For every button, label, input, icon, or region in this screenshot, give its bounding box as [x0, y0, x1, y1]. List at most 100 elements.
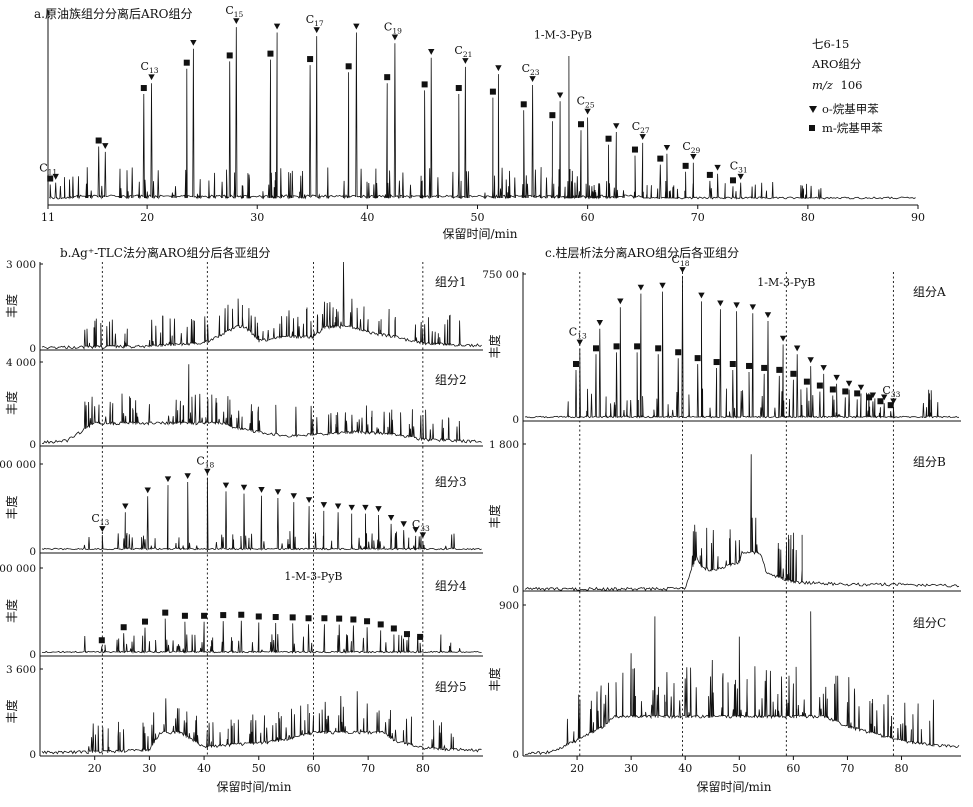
panel-a-trace	[49, 27, 916, 200]
panel-b-subpanel-name: 组分5	[435, 680, 467, 694]
panel-a-x-tick-label: 20	[140, 211, 154, 224]
panel-c-o-marker	[793, 345, 801, 352]
panel-b-carbon-label: C13	[91, 512, 109, 527]
panel-b-zero-label: 0	[29, 546, 36, 558]
panel-b-trace	[41, 477, 482, 552]
panel-c-zero-label: 0	[512, 749, 519, 761]
panel-b-x-tick-label: 60	[306, 762, 320, 775]
panel-b-m-marker	[403, 631, 410, 638]
panel-b-o-marker	[400, 521, 407, 528]
panel-b-x-tick-label: 30	[142, 762, 156, 775]
panel-c-m-marker	[854, 390, 861, 397]
panel-c-o-marker	[820, 365, 827, 371]
panel-b-m-marker	[255, 613, 262, 620]
panel-a-o-marker	[495, 65, 502, 72]
panel-a-m-marker	[631, 146, 638, 153]
panel-b-o-marker	[320, 502, 328, 508]
panel-a-o-marker	[613, 123, 620, 130]
panel-b-subpanel-name: 组分1	[435, 275, 467, 289]
plots-layer: 11 20 30 40 50 60 70 80 90 C11 C13 C15 C17 C19 C21 C23 1…	[0, 4, 961, 775]
panel-a-carbon-label: C31	[730, 160, 748, 175]
panel-a-o-marker	[190, 39, 197, 46]
panel-b-ymax-label: 500 000	[0, 563, 36, 575]
panel-a-m-marker	[95, 137, 102, 144]
legend-triangle-icon	[809, 106, 817, 113]
panel-b-o-marker	[240, 484, 248, 491]
panel-c-o-marker	[779, 335, 787, 342]
panel-b-o-marker	[184, 473, 191, 480]
panel-a-carbon-label: C21	[454, 44, 472, 59]
panel-b-o-marker	[144, 487, 151, 494]
panel-a-x-tick-label: 50	[470, 211, 484, 224]
x-axis-title-b: 保留时间/min	[217, 780, 292, 794]
panel-a-o-marker	[391, 34, 399, 41]
panel-c-trace	[524, 275, 960, 419]
legend-mz-label: m/z	[812, 78, 834, 92]
panel-c-subpanel-name: 组分C	[913, 616, 946, 630]
panel-c-m-marker	[790, 370, 797, 377]
panel-b-o-marker	[122, 503, 129, 510]
panel-a-carbon-label: C17	[306, 13, 324, 28]
panel-c-o-marker	[833, 374, 840, 381]
panel-b-o-marker	[204, 468, 211, 475]
panel-a-o-marker	[273, 23, 281, 30]
panel-a-m-marker	[578, 121, 585, 128]
panel-b-x-tick-label: 50	[252, 762, 266, 775]
panel-c-x-tick-label: 80	[895, 762, 909, 775]
panel-c-m-marker	[842, 388, 849, 395]
panel-b-ymax-label: 4 000	[6, 357, 36, 369]
panel-a-o-marker	[148, 74, 155, 81]
legend-square-icon	[809, 125, 815, 131]
panel-a-m-marker	[226, 52, 233, 59]
panel-b-m-marker	[120, 624, 127, 631]
panel-b-o-marker	[305, 497, 313, 504]
legend-o-label: o-烷基甲苯	[822, 102, 879, 116]
panel-c-trace	[524, 611, 960, 756]
panel-b-m-marker	[162, 609, 169, 616]
panel-c-o-marker	[617, 298, 624, 305]
panel-b-o-marker	[258, 487, 265, 493]
panel-c-trace	[524, 454, 960, 592]
panel-b-m-marker	[390, 625, 397, 632]
panel-c-o-marker	[881, 394, 888, 401]
panel-c-carbon-label: C33	[882, 384, 900, 399]
panel-b-y-axis-label: 丰度	[4, 699, 19, 723]
legend-mz-value: 106	[841, 78, 863, 92]
panel-a-m-marker	[455, 85, 462, 92]
panel-c-m-marker	[675, 349, 682, 356]
panel-c-x-tick-label: 60	[786, 762, 800, 775]
panel-c-m-marker	[634, 343, 641, 350]
panel-a-x-tick-label: 40	[360, 211, 374, 224]
panel-c-subpanel-name: 组分A	[913, 285, 946, 299]
panel-b-o-marker	[348, 504, 355, 511]
panel-b-m-marker	[364, 618, 371, 625]
panel-c-o-marker	[659, 282, 666, 289]
panel-c-carbon-label: C13	[569, 325, 587, 340]
panel-c-m-marker	[816, 382, 823, 389]
panel-a-m-marker	[421, 81, 428, 88]
panel-c-m-marker	[655, 345, 662, 352]
panel-c-m-marker	[887, 402, 894, 409]
panel-b-pyb-label: 1-M-3-PyB	[284, 570, 342, 583]
panel-a-o-marker	[102, 143, 109, 149]
panel-a-o-marker	[690, 154, 697, 160]
panel-b-m-marker	[289, 614, 296, 621]
x-axis-title-a: 保留时间/min	[443, 227, 518, 241]
panel-b-carbon-label: C33	[412, 518, 430, 533]
panel-a-m-marker	[605, 135, 612, 142]
panel-a-o-marker	[462, 58, 469, 64]
panel-c-m-marker	[829, 386, 836, 393]
panel-b-o-marker	[222, 482, 230, 489]
panel-c-o-marker	[749, 304, 757, 311]
panel-c-zero-label: 0	[512, 584, 519, 596]
panel-b-x-tick-label: 40	[197, 762, 211, 775]
panel-b-m-marker	[142, 618, 149, 625]
panel-c-o-marker	[845, 380, 853, 387]
panel-a-o-marker	[556, 92, 564, 99]
panel-a-o-marker	[233, 18, 240, 25]
panel-a-m-marker	[47, 175, 54, 182]
panel-b-subpanel-name: 组分4	[435, 579, 467, 593]
panel-b-m-marker	[350, 616, 357, 623]
panel-a-m-marker	[183, 59, 190, 66]
